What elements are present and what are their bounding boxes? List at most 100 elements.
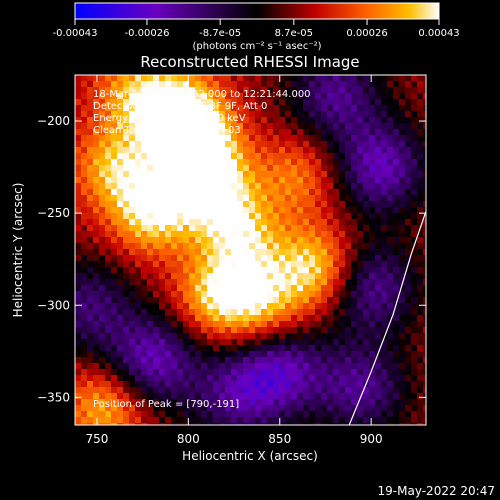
heatmap-cell — [93, 423, 99, 425]
heatmap-cell — [177, 147, 183, 153]
heatmap-cell — [231, 147, 237, 153]
heatmap-cell — [207, 243, 213, 249]
heatmap-cell — [321, 201, 327, 207]
heatmap-cell — [231, 279, 237, 285]
heatmap-cell — [147, 249, 153, 255]
heatmap-cell — [303, 327, 309, 333]
heatmap-cell — [177, 105, 183, 111]
heatmap-cell — [201, 381, 207, 387]
heatmap-cell — [285, 219, 291, 225]
heatmap-cell — [225, 411, 231, 417]
heatmap-cell — [291, 291, 297, 297]
heatmap-cell — [207, 237, 213, 243]
heatmap-cell — [207, 183, 213, 189]
heatmap-cell — [171, 249, 177, 255]
heatmap-cell — [363, 411, 369, 417]
heatmap-cell — [159, 291, 165, 297]
heatmap-cell — [267, 219, 273, 225]
heatmap-cell — [321, 309, 327, 315]
heatmap-cell — [369, 159, 375, 165]
heatmap-cell — [219, 93, 225, 99]
heatmap-cell — [117, 177, 123, 183]
heatmap-cell — [291, 189, 297, 195]
heatmap-cell — [147, 153, 153, 159]
heatmap-cell — [87, 159, 93, 165]
heatmap-cell — [177, 315, 183, 321]
heatmap-cell — [159, 363, 165, 369]
heatmap-cell — [333, 93, 339, 99]
heatmap-cell — [231, 231, 237, 237]
heatmap-cell — [345, 267, 351, 273]
heatmap-cell — [417, 93, 423, 99]
heatmap-cell — [201, 201, 207, 207]
heatmap-cell — [273, 279, 279, 285]
heatmap-cell — [75, 387, 81, 393]
heatmap-cell — [111, 117, 117, 123]
heatmap-cell — [201, 177, 207, 183]
heatmap-cell — [225, 195, 231, 201]
heatmap-cell — [357, 189, 363, 195]
heatmap-cell — [405, 153, 411, 159]
heatmap-cell — [363, 363, 369, 369]
heatmap-cell — [345, 369, 351, 375]
heatmap-cell — [399, 75, 405, 81]
heatmap-cell — [321, 183, 327, 189]
heatmap-cell — [393, 249, 399, 255]
heatmap-cell — [75, 399, 81, 405]
heatmap-cell — [213, 363, 219, 369]
heatmap-cell — [231, 105, 237, 111]
heatmap-cell — [99, 303, 105, 309]
heatmap-cell — [297, 291, 303, 297]
heatmap-cell — [339, 147, 345, 153]
heatmap-cell — [255, 147, 261, 153]
heatmap-cell — [129, 129, 135, 135]
heatmap-cell — [387, 375, 393, 381]
heatmap-cell — [237, 303, 243, 309]
heatmap-cell — [237, 267, 243, 273]
heatmap-cell — [411, 165, 417, 171]
heatmap-cell — [141, 93, 147, 99]
heatmap-cell — [243, 111, 249, 117]
heatmap-cell — [177, 243, 183, 249]
heatmap-cell — [81, 171, 87, 177]
heatmap-cell — [177, 267, 183, 273]
heatmap-cell — [261, 255, 267, 261]
y-tick-label: −250 — [37, 206, 70, 220]
heatmap-cell — [171, 117, 177, 123]
heatmap-cell — [363, 225, 369, 231]
heatmap-cell — [399, 423, 405, 425]
heatmap-cell — [303, 399, 309, 405]
heatmap-cell — [171, 345, 177, 351]
heatmap-cell — [363, 417, 369, 423]
heatmap-cell — [207, 153, 213, 159]
heatmap-cell — [105, 189, 111, 195]
heatmap-cell — [387, 207, 393, 213]
heatmap-cell — [405, 333, 411, 339]
heatmap-cell — [303, 261, 309, 267]
heatmap-cell — [165, 273, 171, 279]
heatmap-cell — [87, 255, 93, 261]
heatmap-cell — [339, 267, 345, 273]
heatmap-cell — [351, 315, 357, 321]
heatmap-cell — [201, 93, 207, 99]
heatmap-cell — [285, 87, 291, 93]
heatmap-cell — [153, 381, 159, 387]
heatmap-cell — [261, 201, 267, 207]
heatmap-cell — [237, 333, 243, 339]
heatmap-cell — [417, 303, 423, 309]
heatmap-cell — [189, 183, 195, 189]
heatmap-cell — [285, 129, 291, 135]
heatmap-cell — [261, 327, 267, 333]
heatmap-cell — [315, 195, 321, 201]
heatmap-cell — [189, 135, 195, 141]
heatmap-cell — [393, 345, 399, 351]
heatmap-cell — [123, 111, 129, 117]
heatmap-cell — [81, 399, 87, 405]
heatmap-cell — [423, 249, 426, 255]
heatmap-cell — [153, 351, 159, 357]
heatmap-cell — [381, 237, 387, 243]
heatmap-cell — [303, 285, 309, 291]
heatmap-cell — [405, 195, 411, 201]
heatmap-cell — [243, 267, 249, 273]
heatmap-cell — [369, 225, 375, 231]
